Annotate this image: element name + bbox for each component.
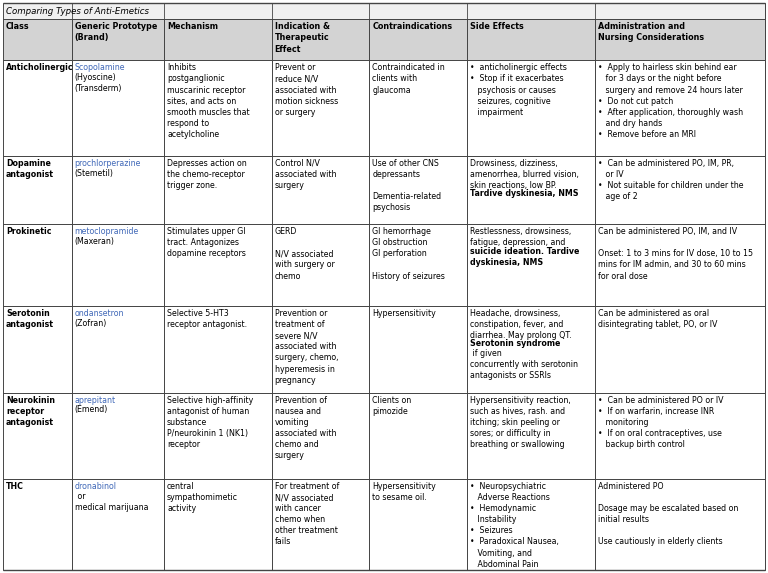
Text: Neurokinin
receptor
antagonist: Neurokinin receptor antagonist xyxy=(6,395,55,427)
Bar xyxy=(466,224,594,306)
Bar xyxy=(272,19,369,60)
Bar xyxy=(3,479,71,570)
Bar xyxy=(3,60,71,156)
Bar xyxy=(369,306,466,393)
Text: Prokinetic: Prokinetic xyxy=(6,227,51,236)
Bar xyxy=(272,224,369,306)
Text: •  Can be administered PO or IV
•  If on warfarin, increase INR
   monitoring
• : • Can be administered PO or IV • If on w… xyxy=(598,395,723,449)
Bar xyxy=(164,306,272,393)
Bar xyxy=(466,19,594,60)
Text: Restlessness, drowsiness,
fatigue, depression, and: Restlessness, drowsiness, fatigue, depre… xyxy=(469,227,571,258)
Text: (Hyoscine)
(Transderm): (Hyoscine) (Transderm) xyxy=(74,73,122,93)
Text: suicide ideation. Tardive
dyskinesia, NMS: suicide ideation. Tardive dyskinesia, NM… xyxy=(469,247,579,267)
Bar xyxy=(3,156,71,224)
Bar xyxy=(3,224,71,306)
Text: metoclopramide: metoclopramide xyxy=(74,227,139,236)
Bar xyxy=(272,393,369,479)
Text: Side Effects: Side Effects xyxy=(469,22,523,32)
Text: •  Apply to hairless skin behind ear
   for 3 days or the night before
   surger: • Apply to hairless skin behind ear for … xyxy=(598,64,743,139)
Bar xyxy=(369,60,466,156)
Text: Depresses action on
the chemo-receptor
trigger zone.: Depresses action on the chemo-receptor t… xyxy=(167,159,247,190)
Bar xyxy=(466,60,594,156)
Text: Serotonin syndrome: Serotonin syndrome xyxy=(469,339,560,348)
Bar xyxy=(3,19,71,60)
Text: Anticholinergic: Anticholinergic xyxy=(6,64,74,72)
Text: GI hemorrhage
GI obstruction
GI perforation

History of seizures: GI hemorrhage GI obstruction GI perforat… xyxy=(372,227,445,281)
Text: •  Neuropsychiatric
   Adverse Reactions
•  Hemodynamic
   Instability
•  Seizur: • Neuropsychiatric Adverse Reactions • H… xyxy=(469,482,558,568)
Bar xyxy=(71,60,164,156)
Text: or
medical marijuana: or medical marijuana xyxy=(74,492,148,512)
Text: Inhibits
postganglionic
muscarinic receptor
sites, and acts on
smooth muscles th: Inhibits postganglionic muscarinic recep… xyxy=(167,64,250,139)
Bar xyxy=(369,393,466,479)
Bar xyxy=(272,306,369,393)
Text: Clients on
pimozide: Clients on pimozide xyxy=(372,395,412,415)
Text: (Emend): (Emend) xyxy=(74,406,108,414)
Text: Hypersensitivity reaction,
such as hives, rash. and
itching; skin peeling or
sor: Hypersensitivity reaction, such as hives… xyxy=(469,395,571,449)
Text: (Stemetil): (Stemetil) xyxy=(74,169,114,178)
Bar xyxy=(594,60,765,156)
Bar xyxy=(164,224,272,306)
Bar xyxy=(164,393,272,479)
Bar xyxy=(71,224,164,306)
Text: Indication &
Therapeutic
Effect: Indication & Therapeutic Effect xyxy=(275,22,329,54)
Text: Administered PO

Dosage may be escalated based on
initial results

Use cautiousl: Administered PO Dosage may be escalated … xyxy=(598,482,738,547)
Text: Class: Class xyxy=(6,22,30,32)
Text: Hypersensitivity: Hypersensitivity xyxy=(372,309,436,318)
Text: Dopamine
antagonist: Dopamine antagonist xyxy=(6,159,54,179)
Text: Contraindicated in
clients with
glaucoma: Contraindicated in clients with glaucoma xyxy=(372,64,445,95)
Text: Contraindications: Contraindications xyxy=(372,22,452,32)
Bar xyxy=(164,156,272,224)
Bar xyxy=(164,19,272,60)
Text: Headache, drowsiness,
constipation, fever, and
diarrhea. May prolong QT.: Headache, drowsiness, constipation, feve… xyxy=(469,309,571,351)
Bar xyxy=(71,19,164,60)
Text: Administration and
Nursing Considerations: Administration and Nursing Consideration… xyxy=(598,22,704,42)
Bar xyxy=(164,479,272,570)
Text: •  anticholinergic effects
•  Stop if it exacerbates
   psychosis or causes
   s: • anticholinergic effects • Stop if it e… xyxy=(469,64,567,117)
Bar xyxy=(71,156,164,224)
Text: Generic Prototype
(Brand): Generic Prototype (Brand) xyxy=(74,22,157,42)
Text: central
sympathomimetic
activity: central sympathomimetic activity xyxy=(167,482,238,513)
Text: aprepitant: aprepitant xyxy=(74,395,116,405)
Text: if given
concurrently with serotonin
antagonists or SSRIs: if given concurrently with serotonin ant… xyxy=(469,348,578,380)
Bar xyxy=(71,393,164,479)
Bar xyxy=(71,306,164,393)
Bar xyxy=(466,393,594,479)
Bar xyxy=(272,156,369,224)
Text: Selective 5-HT3
receptor antagonist.: Selective 5-HT3 receptor antagonist. xyxy=(167,309,247,329)
Bar xyxy=(71,479,164,570)
Text: prochlorperazine: prochlorperazine xyxy=(74,159,141,168)
Text: Scopolamine: Scopolamine xyxy=(74,64,125,72)
Text: Tardive dyskinesia, NMS: Tardive dyskinesia, NMS xyxy=(469,189,578,198)
Bar xyxy=(594,19,765,60)
Text: dronabinol: dronabinol xyxy=(74,482,117,491)
Bar xyxy=(369,224,466,306)
Text: Serotonin
antagonist: Serotonin antagonist xyxy=(6,309,54,329)
Bar xyxy=(466,479,594,570)
Bar xyxy=(369,156,466,224)
Text: •  Can be administered PO, IM, PR,
   or IV
•  Not suitable for children under t: • Can be administered PO, IM, PR, or IV … xyxy=(598,159,743,201)
Text: Can be administered PO, IM, and IV

Onset: 1 to 3 mins for IV dose, 10 to 15
min: Can be administered PO, IM, and IV Onset… xyxy=(598,227,753,281)
Text: Selective high-affinity
antagonist of human
substance
P/neurokinin 1 (NK1)
recep: Selective high-affinity antagonist of hu… xyxy=(167,395,253,449)
Bar xyxy=(164,60,272,156)
Text: (Maxeran): (Maxeran) xyxy=(74,237,114,246)
Text: Prevention or
treatment of
severe N/V
associated with
surgery, chemo,
hyperemesi: Prevention or treatment of severe N/V as… xyxy=(275,309,338,384)
Text: Control N/V
associated with
surgery: Control N/V associated with surgery xyxy=(275,159,336,190)
Text: Can be administered as oral
disintegrating tablet, PO, or IV: Can be administered as oral disintegrati… xyxy=(598,309,717,329)
Bar xyxy=(594,393,765,479)
Text: THC: THC xyxy=(6,482,24,491)
Text: Prevention of
nausea and
vomiting
associated with
chemo and
surgery: Prevention of nausea and vomiting associ… xyxy=(275,395,336,460)
Bar xyxy=(466,306,594,393)
Bar xyxy=(272,60,369,156)
Bar xyxy=(466,156,594,224)
Text: Drowsiness, dizziness,
amenorrhea, blurred vision,
skin reactions, low BP.: Drowsiness, dizziness, amenorrhea, blurr… xyxy=(469,159,578,201)
Bar xyxy=(369,479,466,570)
Text: Hypersensitivity
to sesame oil.: Hypersensitivity to sesame oil. xyxy=(372,482,436,502)
Text: ondansetron: ondansetron xyxy=(74,309,124,318)
Text: (Zofran): (Zofran) xyxy=(74,319,107,328)
Bar xyxy=(594,306,765,393)
Bar xyxy=(594,224,765,306)
Bar xyxy=(369,19,466,60)
Text: Mechanism: Mechanism xyxy=(167,22,218,32)
Text: Prevent or
reduce N/V
associated with
motion sickness
or surgery: Prevent or reduce N/V associated with mo… xyxy=(275,64,338,117)
Text: Comparing Types of Anti-Emetics: Comparing Types of Anti-Emetics xyxy=(6,7,149,15)
